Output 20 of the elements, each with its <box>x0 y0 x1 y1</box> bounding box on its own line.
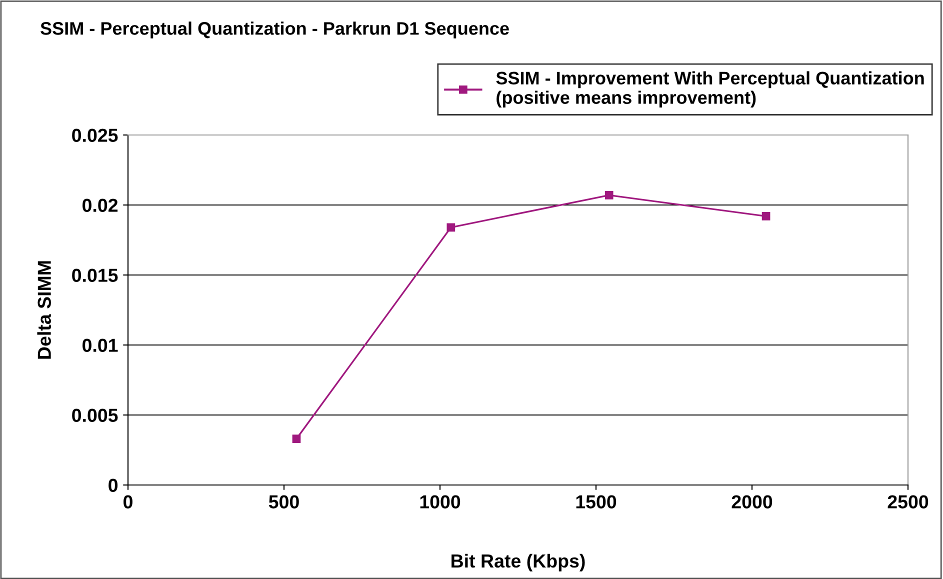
x-tick-label: 1500 <box>576 495 616 508</box>
y-tick-label: 0.015 <box>72 268 118 282</box>
x-tick-label: 2000 <box>732 495 772 508</box>
x-tick-label: 500 <box>268 495 299 508</box>
point <box>446 223 456 232</box>
x-tick-label: 0 <box>124 495 132 508</box>
y-tick-label: 0.02 <box>82 198 118 212</box>
x-tick-label: 2500 <box>888 495 928 508</box>
y-tick-label: 0 <box>108 478 118 492</box>
y-tick-label: 0.025 <box>72 128 118 142</box>
y-axis-title: Delta SIMM <box>37 261 51 359</box>
point <box>762 212 770 220</box>
x-tick-label: 1000 <box>420 495 460 508</box>
chart-title: SSIM - Perceptual Quantization - Parkrun D1 Sequence <box>40 22 509 38</box>
legend-label: SSIM - Improvement With Perceptual Quantization (positive means improvement) <box>496 71 924 108</box>
point <box>604 191 614 200</box>
y-tick-label: 0.01 <box>82 338 118 352</box>
point <box>292 434 301 443</box>
x-axis-title: Bit Rate (Kbps) <box>452 554 585 572</box>
y-tick-label: 0.005 <box>72 408 118 422</box>
